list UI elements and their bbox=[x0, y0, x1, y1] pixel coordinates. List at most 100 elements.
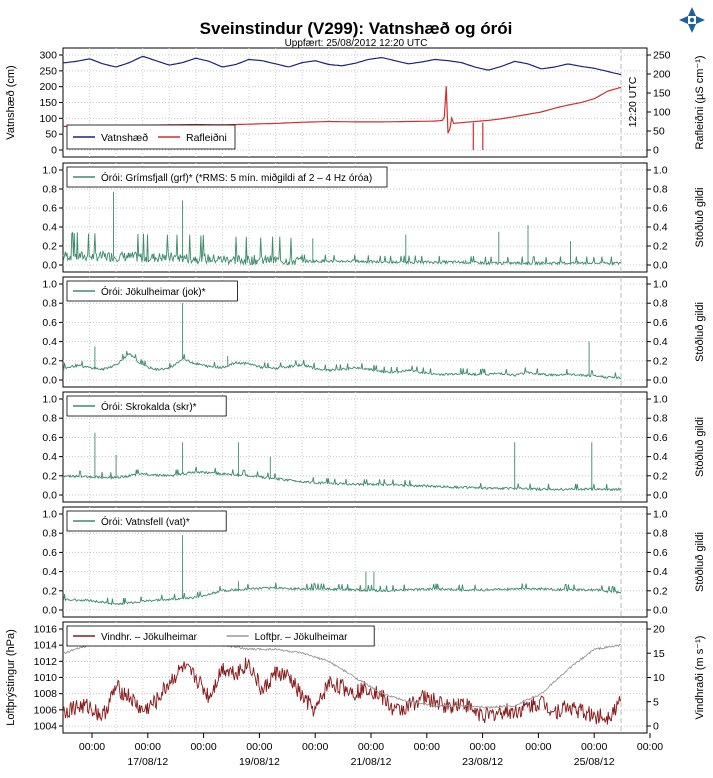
y2-tick-label: 0.4 bbox=[653, 451, 668, 463]
legend: Órói: Vatnsfell (vat)* bbox=[66, 510, 227, 532]
x-tick-label: 00:00 bbox=[190, 741, 216, 753]
chart-subtitle: Uppfært: 25/08/2012 12:20 UTC bbox=[285, 38, 428, 49]
vedurstofa-logo-icon bbox=[679, 7, 705, 33]
y-tick-label: 0.6 bbox=[42, 203, 57, 215]
y-tick-label: 0.8 bbox=[42, 413, 57, 425]
y2-tick-label: 1.0 bbox=[653, 394, 668, 406]
y2-tick-label: 0.2 bbox=[653, 355, 668, 367]
y2-tick-label: 10 bbox=[653, 672, 665, 684]
y-tick-label: 150 bbox=[39, 97, 57, 109]
x-tick-label: 00:00 bbox=[581, 741, 607, 753]
y-tick-label: 0 bbox=[51, 145, 57, 157]
y-tick-label: 1.0 bbox=[42, 165, 57, 177]
series-line-weather-1 bbox=[62, 643, 622, 709]
legend: Órói: Grímsfjall (grf)* (*RMS: 5 mín. mi… bbox=[66, 166, 388, 188]
legend-box bbox=[66, 166, 388, 188]
panel-skr: 0.0 0.2 0.4 0.6 0.8 1.0 0.0 0.2 0.4 0.6 0.8 1.0 Stöð… bbox=[42, 391, 706, 503]
series-line-vat-0 bbox=[62, 535, 622, 606]
y2-tick-label: 50 bbox=[653, 126, 665, 138]
panel-grf: 0.0 0.2 0.4 0.6 0.8 1.0 0.0 0.2 0.4 0.6 0.8 1.0 Stöð… bbox=[42, 162, 706, 273]
y2-tick-label: 150 bbox=[653, 88, 671, 100]
y-tick-label: 1016 bbox=[34, 624, 58, 636]
y-tick-label: 0.2 bbox=[42, 585, 57, 597]
y-tick-label: 0.0 bbox=[42, 490, 57, 502]
y2-tick-label: 200 bbox=[653, 69, 671, 81]
y2-tick-label: 0.0 bbox=[653, 375, 668, 387]
legend-label: Loftþr. – Jökulheimar bbox=[255, 632, 348, 643]
legend-label: Órói: Vatnsfell (vat)* bbox=[101, 515, 190, 528]
x-tick-label: 00:00 bbox=[358, 741, 384, 753]
y-axis-label: Loftþrýstingur (hPa) bbox=[5, 629, 17, 726]
y-tick-label: 0.2 bbox=[42, 470, 57, 482]
series-line-weather-0 bbox=[62, 657, 622, 725]
y-tick-label: 0.4 bbox=[42, 336, 57, 348]
y-tick-label: 1008 bbox=[34, 688, 58, 700]
chart-panels: 050100150200250300050100150200250Vatnshæ… bbox=[5, 47, 706, 768]
x-tick-label: 00:00 bbox=[79, 741, 105, 753]
x-tick-label: 00:00 bbox=[637, 741, 663, 753]
series-line-grf-0 bbox=[62, 191, 622, 267]
y2-tick-label: 0.4 bbox=[653, 222, 668, 234]
y-tick-label: 0.6 bbox=[42, 432, 57, 444]
y-tick-label: 0.4 bbox=[42, 451, 57, 463]
y2-axis-label: Vindhraði (m s⁻¹) bbox=[694, 636, 706, 720]
x-tick-label: 00:00 bbox=[135, 741, 161, 753]
y2-tick-label: 0.4 bbox=[653, 566, 668, 578]
x-date-label: 21/08/12 bbox=[351, 756, 392, 768]
y-tick-label: 1.0 bbox=[42, 279, 57, 291]
y2-tick-label: 0.4 bbox=[653, 336, 668, 348]
y2-axis-label: Stöðluð gildi bbox=[694, 302, 706, 362]
chart-title: Sveinstindur (V299): Vatnshæð og órói bbox=[200, 19, 513, 38]
y-tick-label: 0.6 bbox=[42, 547, 57, 559]
y2-tick-label: 100 bbox=[653, 107, 671, 119]
y2-tick-label: 5 bbox=[653, 696, 659, 708]
y2-tick-label: 250 bbox=[653, 50, 671, 62]
y2-axis-label: Stöðluð gildi bbox=[694, 417, 706, 477]
panel-water: 0 50 100 150 200 250 300 0 50 100 150 200 250 Vatnshæ… bbox=[5, 47, 706, 158]
legend: Vindhr. – Jökulheimar Loftþr. – Jökulheim… bbox=[66, 625, 375, 647]
y2-tick-label: 0.6 bbox=[653, 432, 668, 444]
y-tick-label: 1.0 bbox=[42, 394, 57, 406]
y2-tick-label: 1.0 bbox=[653, 509, 668, 521]
y-tick-label: 1012 bbox=[34, 656, 58, 668]
y2-tick-label: 0.0 bbox=[653, 605, 668, 617]
y-tick-label: 0.8 bbox=[42, 184, 57, 196]
legend-box bbox=[66, 395, 227, 417]
y-tick-label: 0.8 bbox=[42, 298, 57, 310]
series-line-jok-0 bbox=[62, 303, 622, 380]
y-tick-label: 0.8 bbox=[42, 528, 57, 540]
y2-tick-label: 0.0 bbox=[653, 490, 668, 502]
legend-box bbox=[66, 124, 236, 150]
x-tick-label: 00:00 bbox=[525, 741, 551, 753]
y2-axis-label: Stöðluð gildi bbox=[694, 188, 706, 248]
y-tick-label: 0.6 bbox=[42, 317, 57, 329]
y-tick-label: 0.2 bbox=[42, 241, 57, 253]
y2-tick-label: 0.0 bbox=[653, 260, 668, 272]
legend-label: Órói: Skrokalda (skr)* bbox=[101, 400, 197, 413]
y-axis-label: Vatnshæð (cm) bbox=[5, 65, 17, 139]
panel-weather: 1004 1006 1008 1010 1012 1014 1016 0 5 10 15 20 Loft… bbox=[5, 621, 706, 734]
y2-tick-label: 1.0 bbox=[653, 279, 668, 291]
panel-jok: 0.0 0.2 0.4 0.6 0.8 1.0 0.0 0.2 0.4 0.6 0.8 1.0 Stöð… bbox=[42, 276, 706, 388]
y2-axis-label: Stöðluð gildi bbox=[694, 532, 706, 592]
y-tick-label: 200 bbox=[39, 81, 57, 93]
y2-tick-label: 0.8 bbox=[653, 528, 668, 540]
y-tick-label: 0.4 bbox=[42, 566, 57, 578]
y-tick-label: 0.0 bbox=[42, 375, 57, 387]
legend-label: Rafleiðni bbox=[186, 132, 227, 144]
y2-tick-label: 0.8 bbox=[653, 184, 668, 196]
x-date-label: 25/08/12 bbox=[574, 756, 615, 768]
y2-tick-label: 0.8 bbox=[653, 413, 668, 425]
legend-label: Órói: Jökulheimar (jok)* bbox=[101, 285, 206, 298]
y-tick-label: 300 bbox=[39, 50, 57, 62]
y-tick-label: 1004 bbox=[34, 721, 58, 733]
y-tick-label: 50 bbox=[45, 129, 57, 141]
y-tick-label: 250 bbox=[39, 65, 57, 77]
legend-label: Vindhr. – Jökulheimar bbox=[101, 632, 198, 643]
series-line-skr-0 bbox=[62, 432, 622, 492]
y-tick-label: 0.0 bbox=[42, 605, 57, 617]
y2-tick-label: 1.0 bbox=[653, 165, 668, 177]
x-tick-label: 00:00 bbox=[246, 741, 272, 753]
x-date-label: 19/08/12 bbox=[239, 756, 280, 768]
y2-tick-label: 0.2 bbox=[653, 470, 668, 482]
